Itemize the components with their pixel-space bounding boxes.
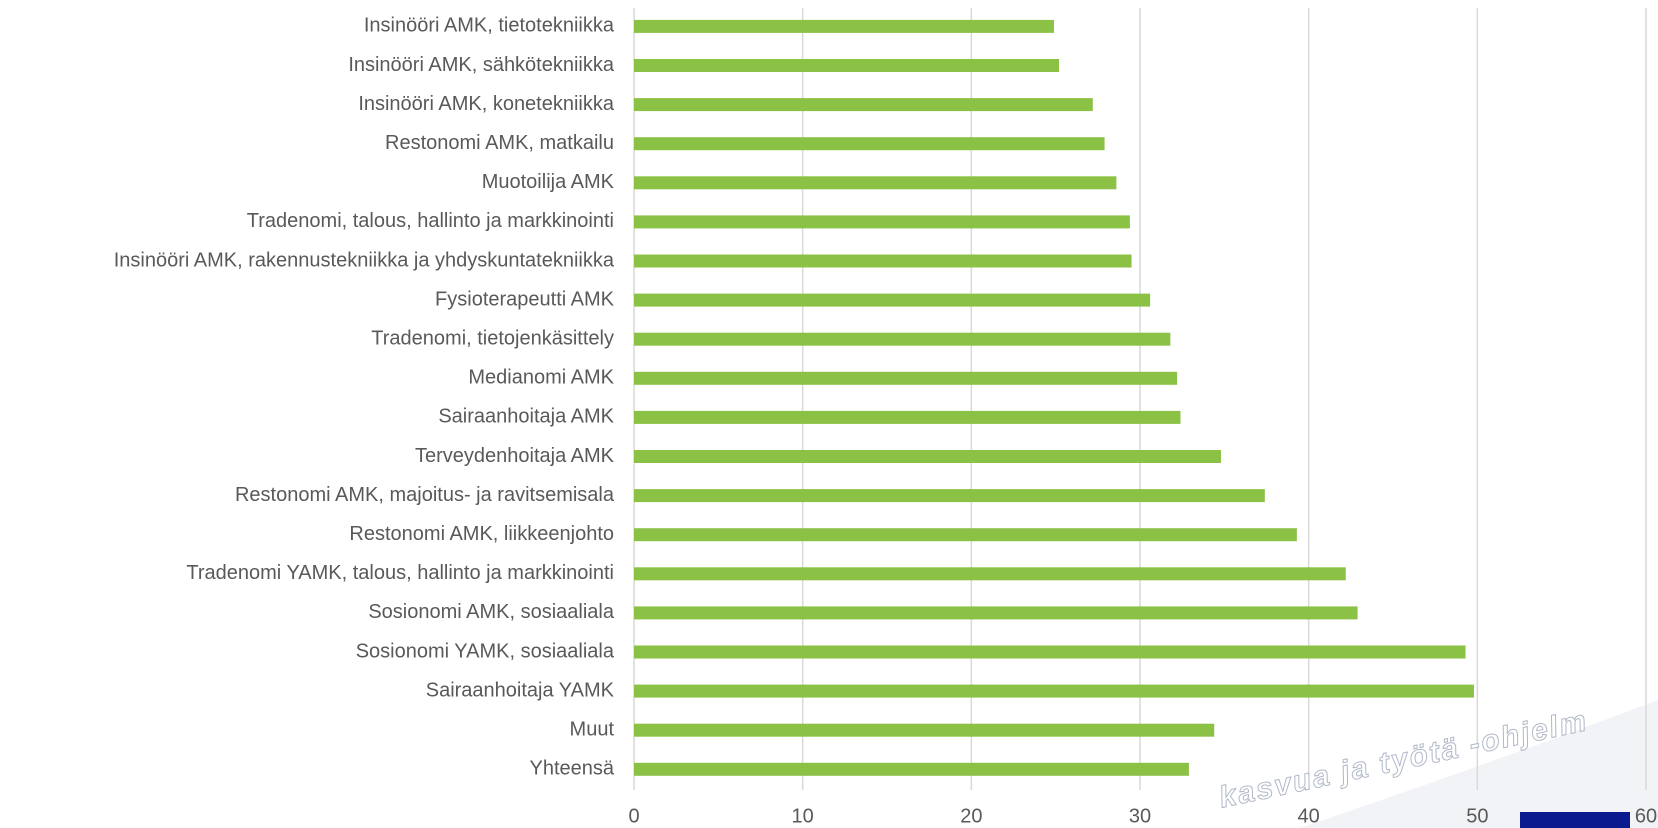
bar <box>634 645 1466 659</box>
decor <box>1300 700 1658 828</box>
y-tick-label: Restonomi AMK, majoitus- ja ravitsemisal… <box>235 484 615 506</box>
bar <box>634 567 1346 581</box>
bar <box>634 762 1189 776</box>
y-tick-label: Insinööri AMK, konetekniikka <box>358 93 615 115</box>
bar <box>634 606 1358 620</box>
bar <box>634 684 1474 698</box>
x-tick-label: 50 <box>1466 805 1488 827</box>
y-tick-label: Sairaanhoitaja AMK <box>438 406 614 428</box>
y-tick-label: Tradenomi, talous, hallinto ja markkinoi… <box>247 210 614 232</box>
bar <box>634 410 1181 424</box>
y-tick-label: Terveydenhoitaja AMK <box>415 445 615 467</box>
bar <box>634 332 1171 346</box>
bar <box>634 489 1265 503</box>
x-tick-label: 40 <box>1298 805 1320 827</box>
x-tick-label: 20 <box>960 805 982 827</box>
bar <box>634 293 1151 307</box>
y-tick-label: Medianomi AMK <box>468 367 614 389</box>
y-tick-label: Sosionomi AMK, sosiaaliala <box>368 601 615 623</box>
bar <box>634 176 1117 190</box>
bar <box>634 723 1215 737</box>
bar <box>634 254 1132 268</box>
y-tick-label: Tradenomi YAMK, talous, hallinto ja mark… <box>186 562 614 584</box>
y-tick-label: Tradenomi, tietojenkäsittely <box>371 327 614 349</box>
y-tick-label: Restonomi AMK, matkailu <box>385 132 614 154</box>
y-tick-label: Sairaanhoitaja YAMK <box>426 679 615 701</box>
bar <box>634 450 1221 463</box>
y-tick-label: Yhteensä <box>529 758 614 780</box>
x-tick-label: 60 <box>1635 805 1657 827</box>
y-tick-label: Insinööri AMK, tietotekniikka <box>364 15 615 37</box>
decor-bar <box>1520 812 1630 828</box>
y-tick-label: Restonomi AMK, liikkeenjohto <box>349 523 614 545</box>
y-tick-label: Sosionomi YAMK, sosiaaliala <box>356 640 615 662</box>
bar <box>634 137 1105 151</box>
x-tick-label: 0 <box>628 805 639 827</box>
bar <box>634 59 1060 72</box>
y-tick-label: Muut <box>570 718 615 740</box>
x-tick-label: 10 <box>792 805 814 827</box>
y-tick-label: Muotoilija AMK <box>482 171 615 193</box>
bar <box>634 19 1054 33</box>
x-tick-label: 30 <box>1129 805 1151 827</box>
y-tick-label: Insinööri AMK, rakennustekniikka ja yhdy… <box>114 249 615 271</box>
y-tick-label: Fysioterapeutti AMK <box>435 288 615 310</box>
y-tick-label: Insinööri AMK, sähkötekniikka <box>348 54 615 76</box>
bar <box>634 371 1178 385</box>
bar <box>634 98 1093 112</box>
bar <box>634 215 1130 229</box>
bar <box>634 528 1297 542</box>
